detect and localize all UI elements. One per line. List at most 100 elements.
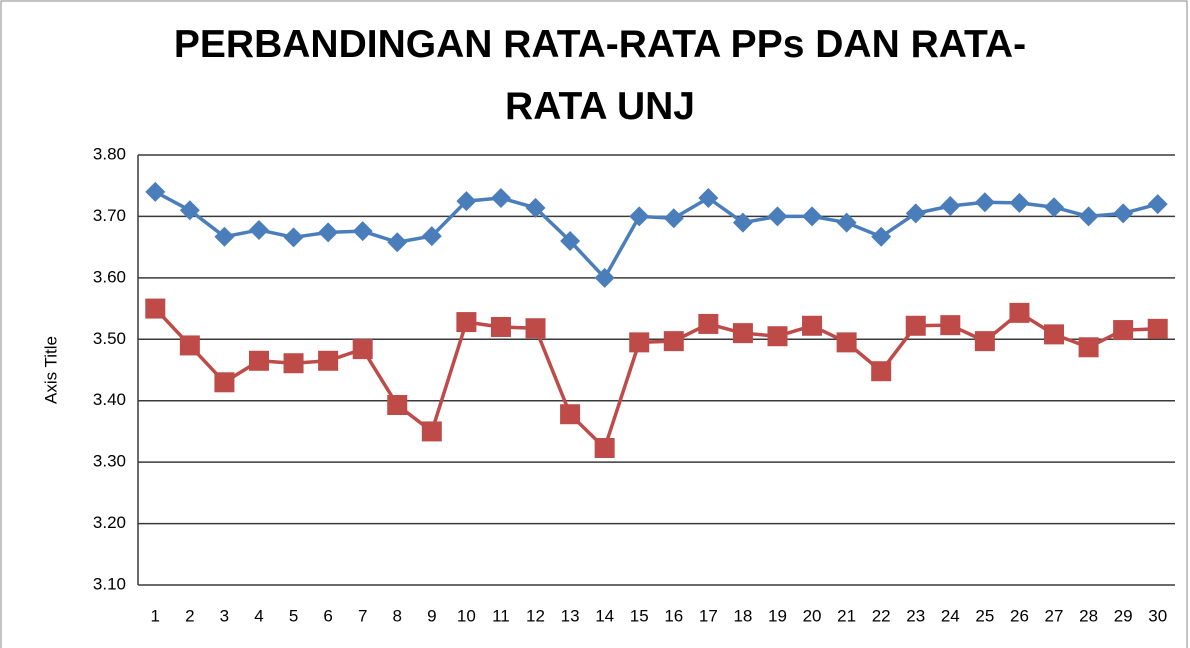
- marker-square: [767, 326, 788, 347]
- marker-square: [905, 315, 926, 336]
- marker-diamond: [698, 188, 719, 208]
- x-tick-label: 25: [975, 606, 994, 625]
- marker-square: [560, 404, 581, 425]
- x-tick-label: 24: [941, 606, 960, 625]
- marker-diamond: [836, 212, 857, 233]
- x-tick-label: 14: [595, 606, 614, 625]
- x-tick-label: 19: [768, 606, 787, 625]
- x-tick-label: 30: [1148, 606, 1167, 625]
- marker-diamond: [283, 227, 304, 248]
- marker-square: [179, 335, 200, 356]
- marker-diamond: [732, 212, 753, 233]
- marker-diamond: [1009, 192, 1030, 213]
- x-tick-label: 29: [1114, 606, 1133, 625]
- marker-square: [698, 313, 719, 334]
- marker-diamond: [663, 208, 684, 229]
- x-tick-label: 6: [323, 606, 332, 625]
- x-tick-label: 27: [1045, 606, 1064, 625]
- marker-diamond: [560, 231, 581, 251]
- marker-square: [318, 350, 339, 371]
- marker-diamond: [974, 192, 995, 213]
- marker-diamond: [1113, 203, 1134, 224]
- marker-square: [214, 372, 235, 393]
- x-tick-label: 5: [289, 606, 298, 625]
- x-tick-label: 3: [220, 606, 229, 625]
- x-tick-label: 7: [358, 606, 367, 625]
- marker-diamond: [1147, 194, 1168, 215]
- y-tick-label: 3.50: [93, 329, 126, 348]
- x-tick-label: 22: [872, 606, 891, 625]
- marker-square: [1113, 320, 1134, 341]
- x-tick-label: 18: [733, 606, 752, 625]
- x-tick-label: 28: [1079, 606, 1098, 625]
- marker-diamond: [802, 206, 823, 227]
- x-tick-label: 2: [185, 606, 194, 625]
- marker-diamond: [145, 181, 166, 202]
- marker-diamond: [767, 206, 788, 227]
- marker-diamond: [629, 206, 650, 227]
- marker-diamond: [1078, 206, 1099, 227]
- x-tick-label: 1: [151, 606, 160, 625]
- marker-square: [629, 332, 650, 353]
- marker-square: [456, 312, 477, 333]
- marker-diamond: [387, 232, 408, 253]
- marker-square: [387, 395, 408, 416]
- chart-title: PERBANDINGAN RATA-RATA PPs DAN RATA-RATA…: [173, 23, 1027, 128]
- x-tick-label: 11: [492, 606, 510, 625]
- marker-square: [283, 353, 304, 374]
- x-tick-label: 26: [1010, 606, 1029, 625]
- y-tick-label: 3.70: [93, 206, 126, 225]
- marker-square: [421, 421, 442, 442]
- marker-diamond: [421, 226, 442, 247]
- marker-square: [1078, 337, 1099, 358]
- y-tick-label: 3.40: [93, 390, 126, 409]
- x-tick-label: 13: [561, 606, 580, 625]
- marker-diamond: [352, 221, 373, 242]
- marker-square: [525, 318, 546, 339]
- marker-diamond: [318, 222, 339, 243]
- marker-diamond: [179, 200, 200, 221]
- marker-diamond: [871, 226, 892, 247]
- marker-diamond: [525, 197, 546, 218]
- marker-diamond: [940, 195, 961, 216]
- x-tick-label: 8: [393, 606, 402, 625]
- x-tick-label: 23: [906, 606, 925, 625]
- x-tick-label: 10: [457, 606, 476, 625]
- x-tick-label: 16: [664, 606, 683, 625]
- x-tick-label: 12: [526, 606, 545, 625]
- marker-square: [248, 350, 269, 371]
- marker-diamond: [905, 203, 926, 224]
- x-tick-label: 17: [699, 606, 718, 625]
- y-tick-label: 3.60: [93, 267, 126, 286]
- y-tick-label: 3.80: [93, 144, 126, 163]
- marker-square: [1147, 318, 1168, 339]
- series-line: [154, 307, 1158, 450]
- marker-diamond: [594, 267, 615, 288]
- marker-square: [663, 331, 684, 352]
- marker-square: [594, 438, 615, 459]
- marker-diamond: [1044, 197, 1065, 218]
- y-tick-label: 3.30: [93, 452, 126, 471]
- marker-square: [352, 339, 373, 360]
- x-tick-label: 4: [254, 606, 263, 625]
- marker-square: [974, 331, 995, 352]
- marker-square: [145, 298, 166, 319]
- marker-diamond: [248, 219, 269, 240]
- x-tick-label: 9: [427, 606, 436, 625]
- marker-diamond: [214, 226, 235, 247]
- marker-square: [802, 315, 823, 336]
- y-tick-label: 3.10: [93, 574, 126, 593]
- marker-square: [940, 315, 961, 336]
- marker-square: [1044, 324, 1065, 345]
- marker-square: [490, 317, 511, 337]
- marker-square: [871, 361, 892, 382]
- x-tick-label: 20: [803, 606, 822, 625]
- y-tick-label: 3.20: [93, 513, 126, 532]
- marker-square: [836, 332, 857, 353]
- x-tick-label: 15: [630, 606, 649, 625]
- marker-square: [732, 323, 753, 344]
- marker-diamond: [456, 191, 477, 212]
- marker-diamond: [490, 188, 511, 208]
- series-line: [154, 190, 1159, 280]
